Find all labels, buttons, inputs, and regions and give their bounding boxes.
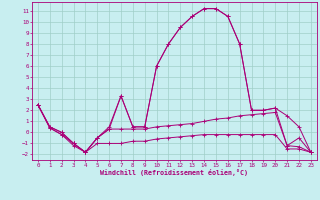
- X-axis label: Windchill (Refroidissement éolien,°C): Windchill (Refroidissement éolien,°C): [100, 169, 248, 176]
